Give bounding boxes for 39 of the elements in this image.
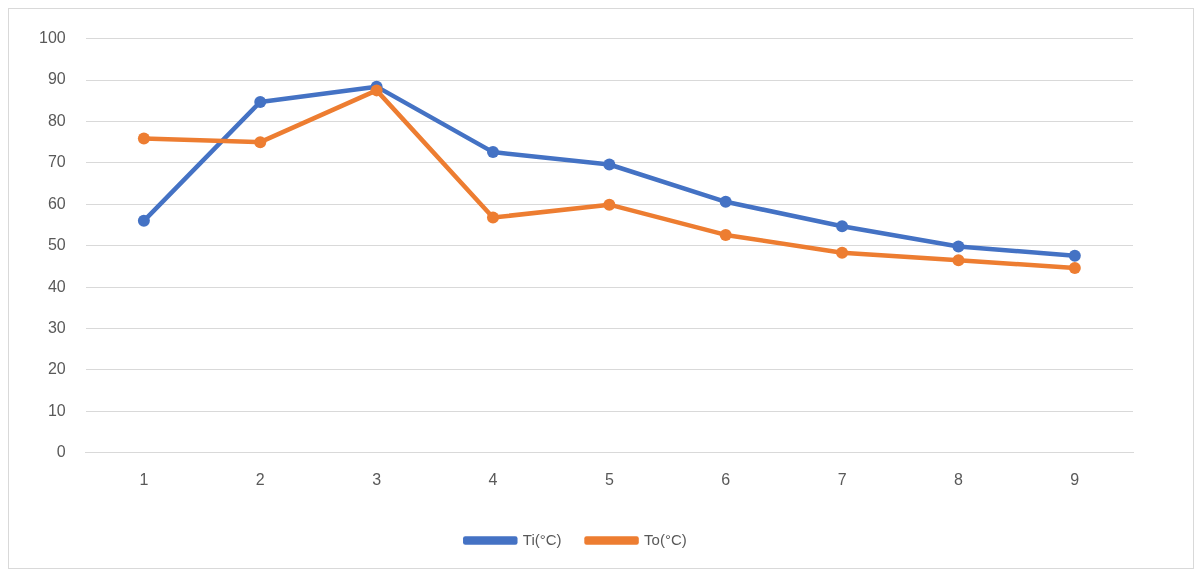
x-tick-label: 1 — [139, 470, 149, 488]
point — [952, 240, 965, 253]
y-tick-label: 30 — [47, 318, 66, 336]
x-tick-label: 7 — [837, 470, 847, 488]
y-tick-label: 60 — [47, 194, 66, 212]
x-tick-label: 3 — [372, 470, 382, 488]
point — [137, 214, 150, 227]
y-tick-label: 90 — [47, 70, 66, 88]
x-tick-label: 2 — [255, 470, 265, 488]
y-tick-label: 10 — [47, 401, 66, 419]
point — [952, 254, 965, 267]
point — [137, 132, 150, 145]
x-tick-label: 6 — [721, 470, 731, 488]
point — [1068, 249, 1081, 262]
point — [370, 84, 383, 97]
point — [486, 211, 499, 224]
point — [836, 246, 849, 259]
y-tick-label: 20 — [47, 360, 66, 378]
point — [1068, 262, 1081, 275]
x-tick-label: 9 — [1070, 470, 1080, 488]
y-tick-label: 50 — [47, 236, 66, 254]
point — [486, 146, 499, 159]
y-tick-label: 0 — [56, 443, 66, 461]
point — [836, 220, 849, 233]
point — [719, 195, 732, 208]
y-tick-label: 70 — [47, 153, 66, 171]
y-tick-label: 80 — [47, 111, 66, 129]
y-tick-label: 100 — [38, 29, 66, 47]
point — [603, 198, 616, 211]
x-tick-label: 5 — [604, 470, 614, 488]
point — [603, 158, 616, 171]
legend-label: To(°C) — [644, 530, 687, 548]
x-tick-label: 8 — [954, 470, 963, 488]
point — [719, 228, 732, 241]
x-tick-label: 4 — [488, 470, 498, 488]
point — [254, 136, 267, 149]
legend-label: Ti(°C) — [522, 530, 562, 548]
point — [254, 95, 267, 108]
y-tick-label: 40 — [47, 277, 66, 295]
